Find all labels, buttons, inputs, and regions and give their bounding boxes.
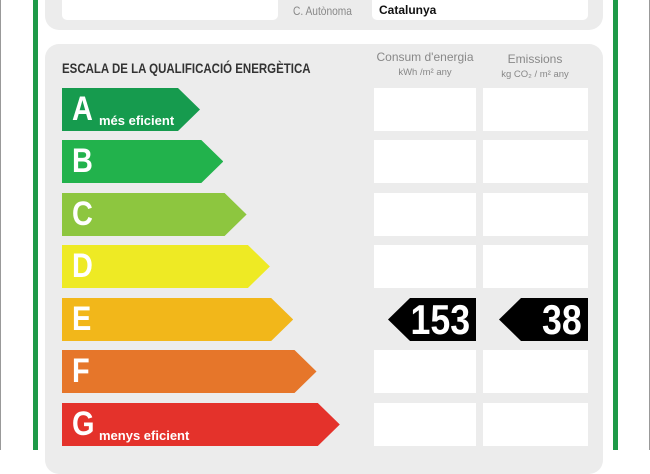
- emissions-cell-d: [483, 245, 588, 288]
- region-label: C. Autònoma: [293, 4, 352, 18]
- green-frame-left: [33, 0, 38, 450]
- emissions-header: Emissions: [507, 52, 563, 66]
- energy-cell-d: [374, 245, 476, 288]
- energy-class-bar-f: F: [62, 350, 317, 393]
- class-letter: G: [72, 405, 95, 443]
- emissions-cell-a: [483, 88, 588, 131]
- class-letter: B: [72, 142, 93, 180]
- energy-class-bar-b: B: [62, 140, 223, 183]
- energy-cell-c: [374, 193, 476, 236]
- emissions-unit: kg CO₂ / m² any: [501, 69, 569, 80]
- location-field-empty: [62, 0, 278, 20]
- emissions-cell-b: [483, 140, 588, 183]
- scale-title: ESCALA DE LA QUALIFICACIÓ ENERGÈTICA: [62, 60, 311, 76]
- class-label: menys eficient: [99, 428, 190, 443]
- class-letter: C: [72, 195, 93, 233]
- emissions-cell-f: [483, 350, 588, 393]
- energy-unit: kWh /m² any: [398, 67, 452, 78]
- emissions-cell-c: [483, 193, 588, 236]
- green-frame-right: [613, 0, 618, 450]
- emissions-cell-g: [483, 403, 588, 446]
- class-letter: E: [72, 300, 92, 338]
- energy-rating-indicator: 153: [388, 298, 476, 341]
- class-letter: D: [72, 247, 93, 285]
- page-edge-left: [0, 0, 1, 450]
- class-letter: A: [72, 90, 93, 128]
- region-value: Catalunya: [379, 3, 437, 17]
- energy-cell-f: [374, 350, 476, 393]
- emissions-value: 38: [542, 296, 582, 343]
- energy-column-header: Consum d'energia kWh /m² any: [372, 49, 478, 81]
- energy-class-bar-e: E: [62, 298, 293, 341]
- class-letter: F: [72, 352, 90, 390]
- energy-class-bar-c: C: [62, 193, 247, 236]
- class-label: més eficient: [99, 113, 175, 128]
- emissions-column-header: Emissions kg CO₂ / m² any: [481, 51, 589, 83]
- energy-cell-b: [374, 140, 476, 183]
- energy-cell-g: [374, 403, 476, 446]
- region-field: [372, 0, 588, 20]
- energy-cell-a: [374, 88, 476, 131]
- emissions-rating-indicator: 38: [499, 298, 588, 341]
- energy-value: 153: [410, 296, 470, 343]
- energy-class-bar-d: D: [62, 245, 270, 288]
- energy-header: Consum d'energia: [376, 50, 474, 64]
